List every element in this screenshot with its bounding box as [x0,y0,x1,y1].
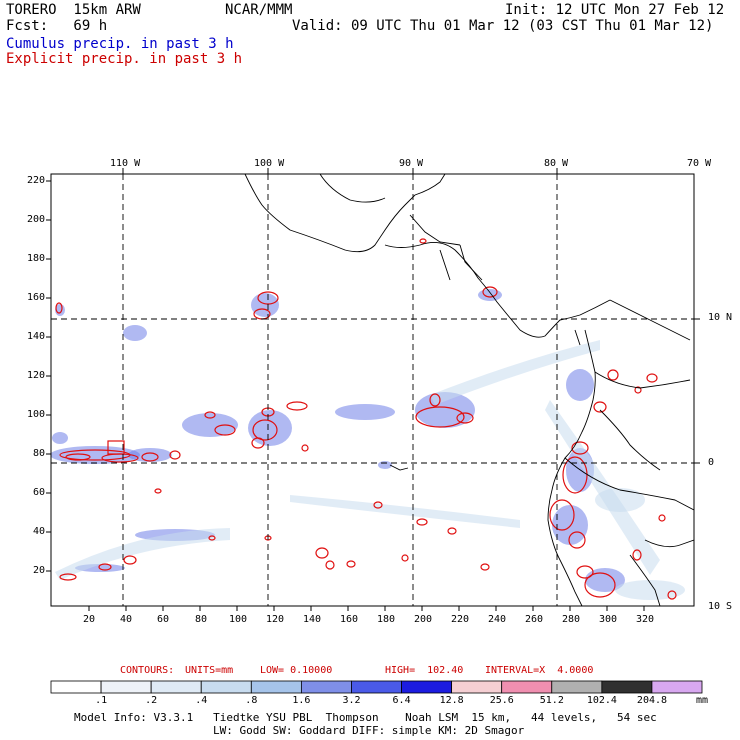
axis-ticks [46,168,700,611]
x-tick-300: 300 [599,614,618,625]
model-info-line2: LW: Godd SW: Goddard DIFF: simple KM: 2D… [213,724,525,737]
y-tick-40: 40 [33,526,46,537]
lon-label-80w: 80 W [544,158,569,169]
y-tick-180: 180 [27,253,46,264]
x-tick-100: 100 [229,614,248,625]
colorbar-swatch [401,680,453,694]
y-tick-20: 20 [33,565,46,576]
colorbar-swatch [200,680,252,694]
colorbar [50,680,703,694]
lon-label-100w: 100 W [254,158,285,169]
y-tick-200: 200 [27,214,46,225]
legend-explicit: Explicit precip. in past 3 h [6,51,243,67]
y-tick-140: 140 [27,331,46,342]
coastlines [244,174,694,606]
x-tick-320: 320 [636,614,655,625]
map-frame [50,173,695,607]
x-tick-240: 240 [488,614,507,625]
model-info-line1: Model Info: V3.3.1 Tiedtke YSU PBL Thomp… [74,711,657,724]
x-tick-140: 140 [303,614,322,625]
colorbar-label: 25.6 [489,695,514,706]
colorbar-swatch [300,680,352,694]
org-label: NCAR/MMM [225,2,293,18]
colorbar-label: 12.8 [439,695,464,706]
lon-label-90w: 90 W [399,158,424,169]
colorbar-swatch [50,680,102,694]
x-tick-280: 280 [562,614,581,625]
colorbar-swatch [351,680,402,694]
colorbar-label: 51.2 [539,695,564,706]
lat-label-0: 0 [708,457,715,468]
x-tick-260: 260 [525,614,544,625]
lat-label-10n: 10 N [708,312,733,323]
y-tick-100: 100 [27,409,46,420]
x-tick-200: 200 [414,614,433,625]
contour-interval: INTERVAL=X 4.0000 [485,665,594,676]
colorbar-swatch [100,680,152,694]
init-time: Init: 12 UTC Mon 27 Feb 12 [505,2,725,18]
colorbar-label: 204.8 [636,695,668,706]
colorbar-label: 3.2 [342,695,361,706]
x-tick-120: 120 [266,614,285,625]
legend-cumulus: Cumulus precip. in past 3 h [6,36,234,52]
colorbar-swatch [501,680,553,694]
colorbar-swatch [651,680,703,694]
colorbar-swatch [451,680,503,694]
contour-prefix: CONTOURS: [120,665,175,676]
y-tick-160: 160 [27,292,46,303]
contour-units: UNITS=mm [185,665,234,676]
colorbar-swatch [150,680,202,694]
contour-low: LOW= 0.10000 [260,665,333,676]
colorbar-swatch [551,680,603,694]
x-tick-60: 60 [157,614,170,625]
model-title: TORERO 15km ARW [6,2,141,18]
lon-label-110w: 110 W [110,158,141,169]
lon-label-70w: 70 W [687,158,712,169]
colorbar-label: 6.4 [392,695,411,706]
colorbar-label: .1 [95,695,108,706]
forecast-hour: Fcst: 69 h [6,18,108,34]
lat-lon-grid [51,174,694,606]
x-tick-160: 160 [340,614,359,625]
x-tick-80: 80 [195,614,208,625]
colorbar-label: .8 [245,695,258,706]
x-tick-180: 180 [377,614,396,625]
colorbar-swatch [601,680,653,694]
explicit-precip-contours [55,238,677,600]
y-tick-220: 220 [27,175,46,186]
y-tick-80: 80 [33,448,46,459]
y-tick-60: 60 [33,487,46,498]
lat-label-10s: 10 S [708,601,733,612]
colorbar-label: 1.6 [292,695,311,706]
x-tick-40: 40 [120,614,133,625]
colorbar-label: .4 [195,695,208,706]
x-tick-20: 20 [83,614,96,625]
valid-time: Valid: 09 UTC Thu 01 Mar 12 (03 CST Thu … [292,18,714,34]
colorbar-swatch [250,680,302,694]
x-tick-220: 220 [451,614,470,625]
contour-high: HIGH= 102.40 [385,665,464,676]
colorbar-label: 102.4 [586,695,617,706]
y-tick-120: 120 [27,370,46,381]
colorbar-unit: mm [696,695,709,706]
colorbar-label: .2 [145,695,158,706]
